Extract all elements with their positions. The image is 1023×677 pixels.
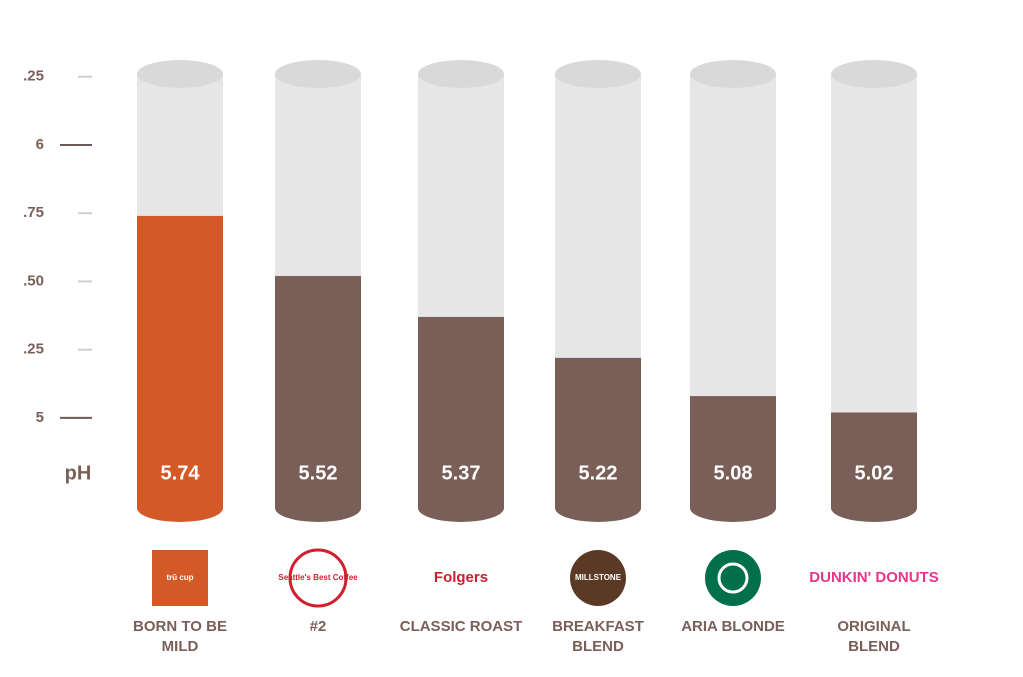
x-tick-label: CLASSIC ROAST [400,618,523,635]
cylinder-top [690,60,776,88]
cylinder-top [831,60,917,88]
cylinder-top [137,60,223,88]
brand-logo [836,556,912,600]
data-label: 5.74 [161,462,201,484]
brand-name: Seattle's Best Coffee [278,573,358,582]
y-tick-label: .25 [23,341,44,358]
brand-logo [705,550,761,606]
cylinder-top [418,60,504,88]
bar [555,357,641,508]
data-label: 5.52 [299,462,338,484]
y-tick-label: 6 [36,136,44,153]
brand-name: DUNKIN' DONUTS [809,569,938,586]
x-tick-label: BORN TO BE [133,618,227,635]
x-tick-label: MILD [162,638,199,655]
x-tick-label: ORIGINAL [837,618,910,635]
bar [418,316,504,508]
data-label: 5.02 [855,462,894,484]
brand-logo [423,556,499,600]
bar [275,275,361,508]
y-tick-label: .50 [23,272,44,289]
brand-logo [152,550,208,606]
cylinder-top [555,60,641,88]
y-tick-label: .25 [23,68,44,85]
brand-mark [717,562,749,594]
brand-name: MILLSTONE [575,573,622,582]
data-label: 5.22 [579,462,618,484]
data-label: 5.37 [442,462,481,484]
data-label: 5.08 [714,462,753,484]
x-tick-label: #2 [310,618,327,635]
y-tick-label: 5 [36,409,44,426]
x-tick-label: ARIA BLONDE [681,618,785,635]
brand-name: Folgers [434,569,488,586]
x-tick-label: BLEND [848,638,900,655]
cylinder-top [275,60,361,88]
brand-name: trū cup [166,573,193,582]
bar [831,412,917,508]
brand-logo [288,548,348,608]
brand-logo [570,550,626,606]
x-tick-label: BREAKFAST [552,618,644,635]
y-axis-label: pH [65,462,92,484]
bar [690,396,776,508]
bar [137,215,223,508]
x-tick-label: BLEND [572,638,624,655]
y-tick-label: .75 [23,204,44,221]
